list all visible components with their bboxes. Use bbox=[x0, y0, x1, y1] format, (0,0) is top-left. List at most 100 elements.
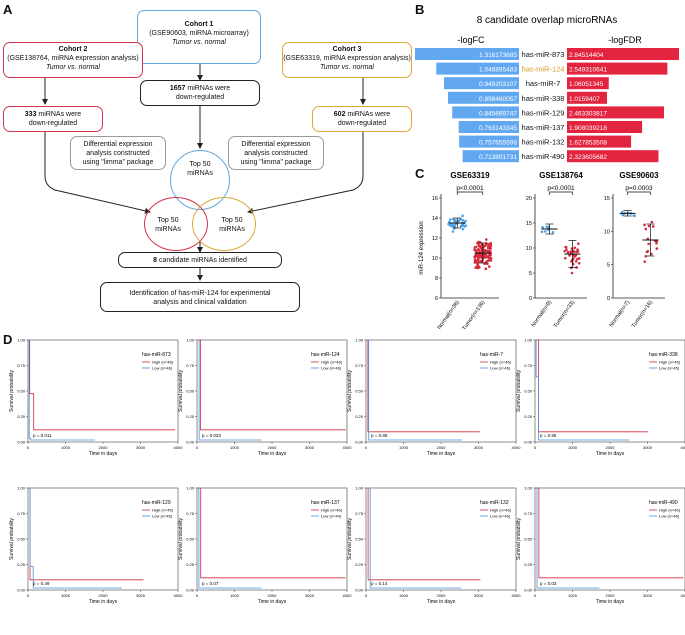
km-plot-frame bbox=[27, 487, 179, 591]
km-ylabel: Survival probability bbox=[178, 370, 184, 412]
km-ytick: 0.25 bbox=[186, 562, 195, 567]
venn-top-left-label: Top 50 miRNAs bbox=[155, 217, 181, 233]
dotplot-point bbox=[484, 267, 488, 271]
logfc-bar bbox=[458, 121, 519, 133]
dotplot-ytick: 0 bbox=[607, 296, 610, 302]
km-high-curve bbox=[197, 487, 346, 579]
panel-label-b: B bbox=[415, 2, 425, 17]
dotplot-point bbox=[577, 261, 581, 265]
km-ytick: 0.00 bbox=[17, 440, 26, 445]
dotplot-point bbox=[655, 247, 659, 250]
dotplot-point bbox=[650, 220, 654, 224]
dotplot-point bbox=[448, 223, 452, 227]
km-low-curve bbox=[28, 339, 96, 441]
dotplot-point bbox=[461, 227, 465, 231]
logfc-label: 1.046895483 bbox=[479, 67, 517, 74]
dotplot-point bbox=[647, 242, 650, 246]
dotplot-point bbox=[576, 257, 579, 261]
km-high-curve bbox=[366, 487, 481, 581]
km-xtick: 1000 bbox=[399, 445, 409, 450]
down-regulated-602-box: 602 miRNAs were down-regulated bbox=[312, 106, 412, 132]
km-xtick: 0 bbox=[27, 445, 30, 450]
km-xtick: 4000 bbox=[681, 445, 685, 450]
km-legend-title: has-miR-129 bbox=[142, 500, 171, 506]
km-legend-high: High (n=46) bbox=[490, 360, 512, 365]
km-xtick: 1000 bbox=[230, 593, 240, 598]
km-ytick: 0.25 bbox=[524, 414, 533, 419]
km-ytick: 0.25 bbox=[186, 414, 195, 419]
km-ylabel: Survival probability bbox=[9, 370, 15, 412]
km-legend-low: Low (n=46) bbox=[321, 366, 342, 371]
km-plot-frame bbox=[534, 487, 685, 591]
dotplot-point bbox=[576, 250, 580, 253]
km-plot: 0.00 0.25 0.50 0.75 1.00 0 1000 2000 3000 4000 Tim… bbox=[347, 486, 521, 606]
km-plot: 0.00 0.25 0.50 0.75 1.00 0 1000 2000 3000 4000 Tim… bbox=[347, 338, 521, 458]
km-low-curve bbox=[535, 339, 630, 441]
km-ytick: 0.75 bbox=[17, 511, 26, 516]
km-pvalue: p = 0.023 bbox=[202, 433, 221, 438]
km-pvalue: p = 0.96 bbox=[540, 433, 557, 438]
logfc-label: 0.763143345 bbox=[479, 125, 517, 132]
dotplot-point bbox=[453, 219, 457, 223]
diff-right-line1: Differential expression bbox=[241, 141, 311, 148]
km-ytick: 1.00 bbox=[186, 486, 195, 491]
dotplot-point bbox=[646, 249, 650, 253]
down2-text: miRNAs were bbox=[36, 111, 82, 118]
dotplot-point bbox=[477, 244, 481, 248]
dotplot-ylabel: miR-124 expression bbox=[419, 221, 425, 274]
km-ytick: 1.00 bbox=[17, 486, 26, 491]
km-xtick: 4000 bbox=[343, 445, 353, 450]
km-ytick: 0.25 bbox=[355, 414, 364, 419]
logfdr-bar bbox=[567, 106, 664, 119]
km-ytick: 1.00 bbox=[17, 338, 26, 343]
km-xtick: 2000 bbox=[268, 593, 278, 598]
count-602: 602 bbox=[333, 111, 346, 118]
km-pvalue: p = 0.011 bbox=[33, 433, 52, 438]
dotplot-point bbox=[483, 248, 487, 252]
dotplot-point bbox=[647, 224, 651, 228]
km-plot: 0.00 0.25 0.50 0.75 1.00 0 1000 2000 3000 4000 Tim… bbox=[178, 338, 352, 458]
candidate-count: 8 bbox=[153, 256, 157, 264]
dotplot-point bbox=[644, 254, 648, 258]
logfc-label: 1.316173685 bbox=[479, 52, 517, 59]
km-ytick: 1.00 bbox=[355, 338, 364, 343]
km-legend-high: High (n=46) bbox=[321, 508, 343, 513]
km-xtick: 3000 bbox=[643, 593, 653, 598]
dotplot-point bbox=[643, 223, 646, 227]
km-xtick: 1000 bbox=[230, 445, 240, 450]
logfc-label: 0.845669747 bbox=[479, 110, 517, 117]
logfdr-label: 2.549310641 bbox=[569, 67, 607, 74]
km-plot: 0.00 0.25 0.50 0.75 1.00 0 1000 2000 3000 4000 Tim… bbox=[516, 338, 685, 457]
logfdr-label: 1.0159407 bbox=[569, 96, 600, 103]
cohort2-box: Cohort 2 (GSE138764, miRNA expression an… bbox=[3, 42, 143, 78]
km-plot: 0.00 0.25 0.50 0.75 1.00 0 1000 2000 3000 4000 Tim… bbox=[9, 338, 183, 458]
dotplot-title: GSE138764 bbox=[539, 171, 583, 180]
km-ytick: 0.00 bbox=[524, 588, 533, 593]
dotplot-point bbox=[543, 230, 547, 233]
dotplot-point bbox=[551, 231, 555, 234]
km-legend-high: High (n=46) bbox=[490, 508, 512, 513]
km-ytick: 0.75 bbox=[186, 511, 195, 516]
logfdr-bar bbox=[567, 121, 643, 133]
panel-b-bar-chart: 8 candidate overlap microRNAs -logFC -logF… bbox=[415, 15, 679, 163]
km-xtick: 1000 bbox=[399, 593, 409, 598]
dotplot-point bbox=[644, 227, 648, 231]
dotplot-ytick: 8 bbox=[435, 276, 438, 282]
panel-label-c: C bbox=[415, 166, 425, 181]
km-low-curve bbox=[366, 487, 462, 589]
dotplot-point bbox=[459, 218, 462, 221]
cohort1-comparison: Tumor vs. normal bbox=[172, 39, 226, 46]
km-ytick: 0.50 bbox=[186, 537, 195, 542]
dotplot-point bbox=[487, 242, 491, 246]
logfc-bar bbox=[443, 77, 519, 90]
km-low-curve bbox=[366, 339, 462, 441]
mirna-label: has-miR-338 bbox=[522, 94, 565, 103]
dotplot-pvalue: p<0.0001 bbox=[547, 185, 575, 192]
dotplot-ytick: 16 bbox=[432, 196, 438, 202]
km-ytick: 0.25 bbox=[17, 414, 26, 419]
cohort3-box: Cohort 3 (GSE63319, miRNA expression ana… bbox=[282, 42, 412, 78]
dotplot-point bbox=[563, 249, 566, 253]
km-xtick: 2000 bbox=[606, 593, 616, 598]
km-pvalue: p = 0.03 bbox=[540, 581, 557, 586]
diff-left-line2: analysis constructed bbox=[86, 150, 150, 157]
